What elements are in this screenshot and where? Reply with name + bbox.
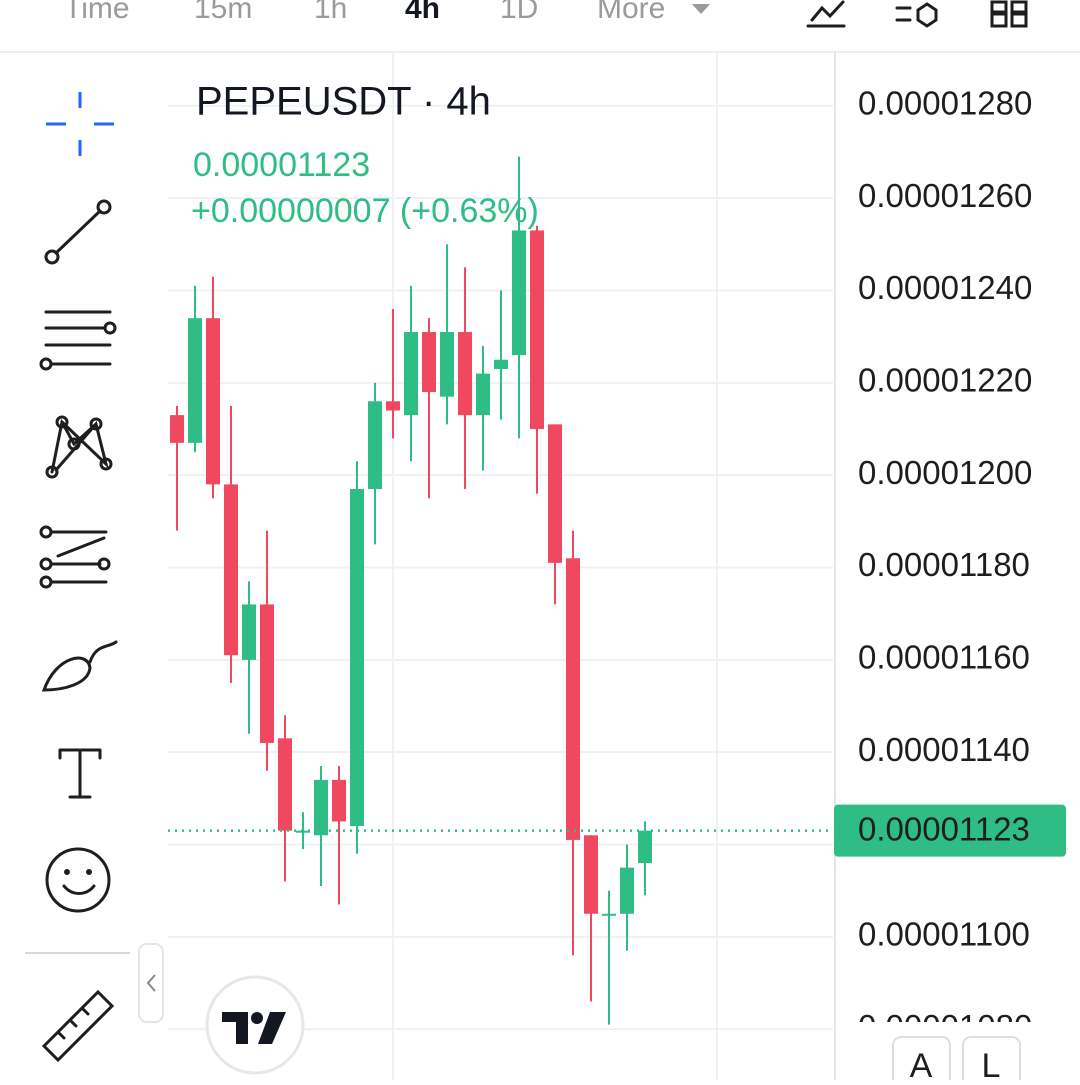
collapse-arrow	[146, 974, 156, 992]
indicator-icon[interactable]	[895, 2, 938, 28]
last-price: 0.00001123	[193, 146, 370, 184]
candle-body	[638, 830, 652, 863]
candle-body	[332, 779, 346, 822]
candle-body	[458, 332, 472, 416]
candle-body	[314, 779, 328, 836]
y-tick-label: 0.00001100	[858, 916, 1030, 953]
y-tick-label: 0.00001160	[858, 639, 1030, 676]
y-tick-label: 0.00001200	[858, 454, 1032, 491]
candle-body	[278, 738, 292, 831]
candle-body	[206, 318, 220, 485]
chart-type-icon[interactable]	[806, 0, 846, 28]
interval-tab[interactable]: 15m	[194, 0, 252, 25]
logo-mark	[222, 1012, 286, 1044]
interval-tab[interactable]: 1D	[500, 0, 538, 25]
y-tick-label: 0.00001220	[858, 362, 1032, 399]
collapse-button[interactable]	[138, 943, 164, 1023]
scale-button[interactable]	[892, 1036, 951, 1085]
candle-body	[584, 835, 598, 914]
y-tick-label: 0.00001260	[858, 177, 1032, 214]
candle-body	[548, 424, 562, 563]
fib-tool[interactable]	[39, 525, 111, 589]
candle-body	[566, 558, 580, 840]
ruler-tool[interactable]	[41, 989, 115, 1063]
candle-body	[422, 332, 436, 393]
logo[interactable]	[205, 975, 305, 1075]
pattern-tool[interactable]	[45, 415, 113, 479]
candle-body	[602, 913, 616, 916]
scale-button-label: A	[910, 1047, 933, 1080]
y-tick-label: 0.00001240	[858, 269, 1032, 306]
interval-tab[interactable]: 1h	[314, 0, 347, 25]
parallel-tool[interactable]	[39, 310, 117, 371]
candle-body	[404, 332, 418, 416]
candle-body	[440, 332, 454, 397]
last-price-label: 0.00001123	[858, 810, 1030, 847]
candle-body	[368, 401, 382, 490]
brush-tool[interactable]	[41, 640, 118, 692]
candle-body	[188, 318, 202, 443]
interval-tab[interactable]: More	[597, 0, 665, 25]
layout-icon[interactable]	[990, 0, 1028, 28]
candle-body	[476, 373, 490, 416]
candle-body	[170, 415, 184, 443]
y-tick-label: 0.00001080	[858, 1008, 1032, 1045]
last-price-badge	[834, 804, 1066, 857]
interval-tab[interactable]: Time	[64, 0, 130, 25]
candle-body	[494, 359, 508, 369]
candle-body	[224, 484, 238, 656]
scale-button-label: L	[982, 1047, 1001, 1080]
more-caret[interactable]	[692, 4, 710, 14]
emoji-tool[interactable]	[45, 847, 111, 913]
price-change: +0.00000007 (+0.63%)	[191, 192, 539, 230]
chart-title: PEPEUSDT · 4h	[196, 80, 491, 124]
text-tool[interactable]	[58, 748, 102, 799]
candle-body	[242, 604, 256, 660]
candle-body	[260, 604, 274, 743]
trendline-tool[interactable]	[44, 199, 112, 265]
scale-button[interactable]	[962, 1036, 1021, 1085]
y-tick-label: 0.00001140	[858, 731, 1030, 768]
candle-body	[512, 230, 526, 356]
y-tick-label: 0.00001180	[858, 546, 1030, 583]
crosshair-tool[interactable]	[46, 92, 114, 156]
candle-body	[350, 489, 364, 827]
y-tick-label: 0.00001280	[858, 85, 1032, 122]
candle-body	[530, 230, 544, 429]
interval-tab[interactable]: 4h	[405, 0, 440, 25]
candle-body	[386, 401, 400, 411]
candle-body	[620, 867, 634, 914]
